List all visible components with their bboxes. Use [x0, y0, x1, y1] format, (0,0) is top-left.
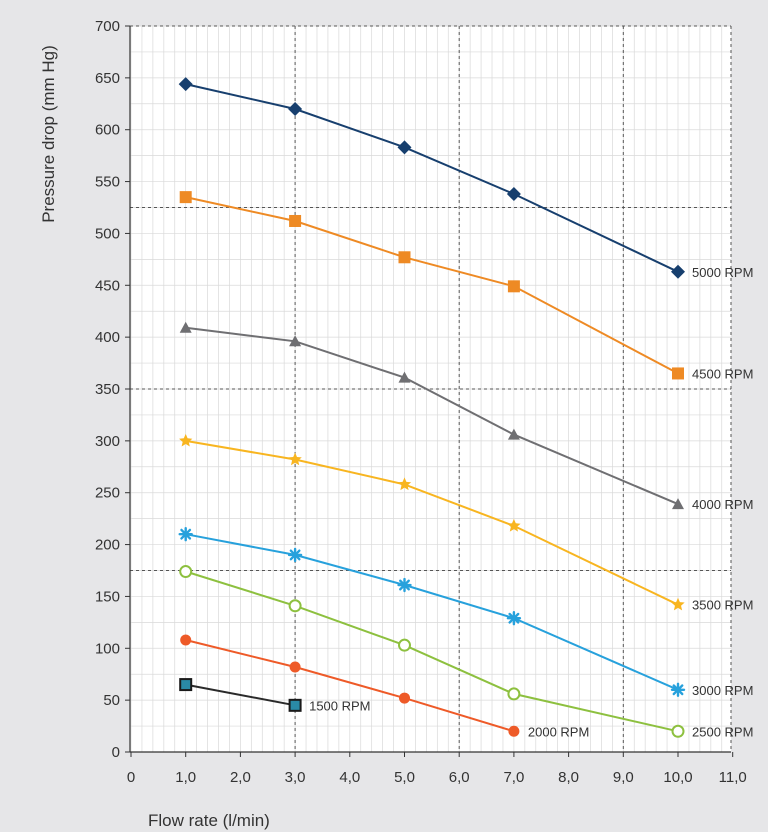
data-point	[399, 692, 410, 704]
series-1500-rpm: 1500 RPM	[179, 678, 371, 713]
data-point	[288, 698, 302, 712]
y-tick-label: 250	[95, 485, 120, 502]
x-tick-label: 5,0	[394, 769, 415, 786]
series-label: 4500 RPM	[692, 366, 753, 381]
y-axis-title: Pressure drop (mm Hg)	[39, 45, 58, 223]
data-point	[670, 682, 686, 697]
data-point	[179, 565, 193, 579]
x-tick-label: 2,0	[230, 769, 251, 786]
asterisk-stroke	[180, 528, 192, 540]
y-tick-labels: 0 50 100 150 200 250 300 350 400 450 500 550 600 650 7…	[95, 18, 120, 761]
series-label: 3000 RPM	[692, 683, 753, 698]
y-tick-label: 600	[95, 122, 120, 139]
data-point	[671, 724, 685, 738]
data-point	[178, 527, 193, 542]
series-label: 2500 RPM	[692, 724, 753, 739]
grid-minor	[130, 25, 731, 753]
asterisk-stroke	[672, 684, 684, 696]
data-point	[507, 428, 520, 440]
asterisk-stroke	[289, 549, 301, 561]
data-point	[672, 367, 684, 380]
data-point	[287, 547, 303, 563]
series-2000-rpm: 2000 RPM	[180, 634, 589, 739]
data-point	[671, 264, 685, 279]
y-tick-label: 400	[95, 329, 120, 346]
data-point	[397, 577, 412, 593]
x-tick-labels: 0 1,0 2,0 3,0 4,0 5,0 6,0 7,0 8,0 9,0 10,0 11,0	[127, 769, 747, 786]
y-tick-label: 300	[95, 433, 120, 450]
y-tick-label: 450	[95, 277, 120, 294]
data-point	[506, 611, 522, 626]
data-point	[289, 335, 302, 347]
data-point	[289, 214, 302, 227]
data-point	[289, 661, 301, 673]
y-tick-label: 550	[95, 174, 120, 191]
x-tick-label: 1,0	[175, 769, 196, 786]
data-point	[398, 638, 411, 652]
x-tick-label: 0	[127, 769, 135, 786]
x-tick-label: 9,0	[613, 769, 634, 786]
x-tick-label: 7,0	[503, 769, 524, 786]
y-tick-label: 650	[95, 70, 120, 87]
data-point	[288, 101, 303, 116]
x-tick-label: 4,0	[339, 769, 360, 786]
asterisk-stroke	[508, 612, 520, 624]
data-point	[179, 433, 193, 447]
x-axis-title: Flow rate (l/min)	[148, 811, 270, 830]
series-4500-rpm: 4500 RPM	[179, 191, 753, 381]
y-tick-label: 200	[95, 537, 120, 554]
series-group: 5000 RPM 4500 RPM 4000 RPM 3500 RPM 3000 RPM…	[178, 77, 753, 739]
data-point	[398, 251, 411, 264]
data-point	[672, 498, 684, 510]
y-tick-label: 50	[103, 692, 120, 709]
x-tick-label: 10,0	[663, 769, 692, 786]
data-point	[397, 140, 412, 155]
series-line	[185, 639, 515, 733]
series-5000-rpm: 5000 RPM	[178, 77, 753, 280]
data-point	[180, 634, 192, 646]
data-point	[508, 725, 520, 737]
x-tick-label: 8,0	[558, 769, 579, 786]
grid-major	[130, 25, 732, 752]
series-label: 4000 RPM	[692, 497, 753, 512]
data-point	[288, 452, 302, 466]
series-label: 3500 RPM	[692, 598, 753, 613]
data-point	[397, 477, 412, 491]
data-point	[507, 687, 521, 701]
axes	[125, 25, 734, 757]
y-tick-label: 350	[95, 381, 120, 398]
series-3000-rpm: 3000 RPM	[178, 527, 753, 698]
data-point	[671, 597, 685, 611]
series-2500-rpm: 2500 RPM	[179, 565, 753, 739]
data-point	[179, 678, 193, 692]
data-point	[398, 371, 411, 383]
series-label: 5000 RPM	[692, 265, 753, 280]
x-tick-label: 3,0	[285, 769, 306, 786]
y-tick-label: 150	[95, 588, 120, 605]
data-point	[179, 191, 192, 204]
series-label: 2000 RPM	[528, 724, 589, 739]
asterisk-stroke	[399, 579, 410, 591]
y-tick-label: 0	[112, 744, 120, 761]
data-point	[179, 321, 192, 333]
series-4000-rpm: 4000 RPM	[179, 321, 753, 512]
y-tick-label: 500	[95, 225, 120, 242]
data-point	[506, 187, 521, 202]
data-point	[507, 518, 521, 532]
data-point	[178, 77, 193, 92]
x-tick-label: 11,0	[719, 769, 747, 786]
y-tick-label: 700	[95, 18, 120, 35]
x-tick-label: 6,0	[449, 769, 470, 786]
data-point	[507, 280, 520, 293]
series-line	[185, 683, 296, 707]
y-tick-label: 100	[95, 640, 120, 657]
data-point	[288, 599, 302, 613]
series-3500-rpm: 3500 RPM	[179, 433, 753, 613]
series-label: 1500 RPM	[309, 698, 370, 713]
